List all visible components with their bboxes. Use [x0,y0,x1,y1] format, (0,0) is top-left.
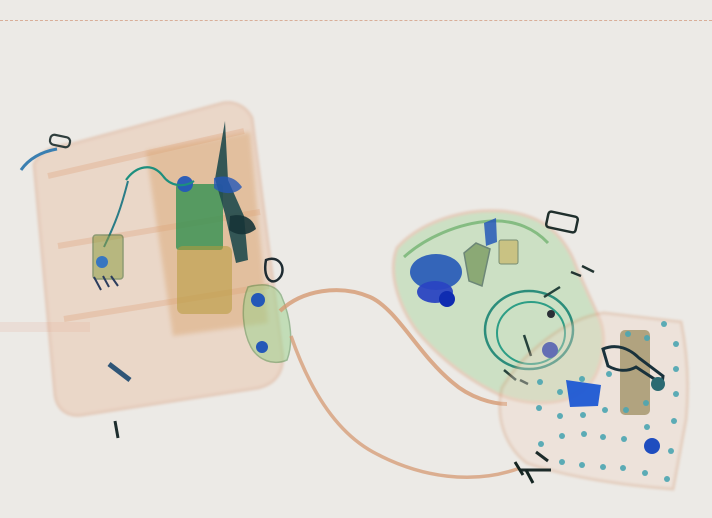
device-pins [93,275,119,291]
key-1 [513,461,535,484]
dense-block [176,184,223,250]
device-board [92,234,124,280]
center-strap [278,288,521,479]
left-bag [19,101,292,439]
blue-mass [410,254,462,290]
blue-object [566,380,601,407]
clip-left [48,133,72,149]
cable-end [19,147,58,171]
metal-keys [513,461,535,484]
scan-streak [0,322,90,332]
scissor-ring [651,377,665,391]
strap-upper [278,288,508,406]
device-chip [96,256,108,268]
strap-lower [289,335,521,479]
pouch-metal-1 [251,293,265,307]
small-metal-bar [113,420,120,439]
scan-boundary-line [0,20,712,21]
battery [484,218,497,246]
perforated-item [498,311,689,491]
dark-clips [520,450,551,472]
loose-metal-piece [107,362,132,382]
clip-right [544,210,580,234]
perforation-dots [536,321,679,482]
bottle-shape [177,246,232,314]
metal-item-2 [229,215,256,235]
earphone-cable [125,166,195,187]
blue-dot [439,291,455,307]
connector-dark [547,310,555,318]
small-clips [570,264,595,278]
board-piece [498,239,519,265]
metal-item-1 [214,176,242,194]
cable-ends [503,285,561,386]
electronic-item [463,242,491,288]
pouch-metal-2 [256,341,268,353]
clip-ring [263,257,284,283]
blue-bead [644,438,660,454]
